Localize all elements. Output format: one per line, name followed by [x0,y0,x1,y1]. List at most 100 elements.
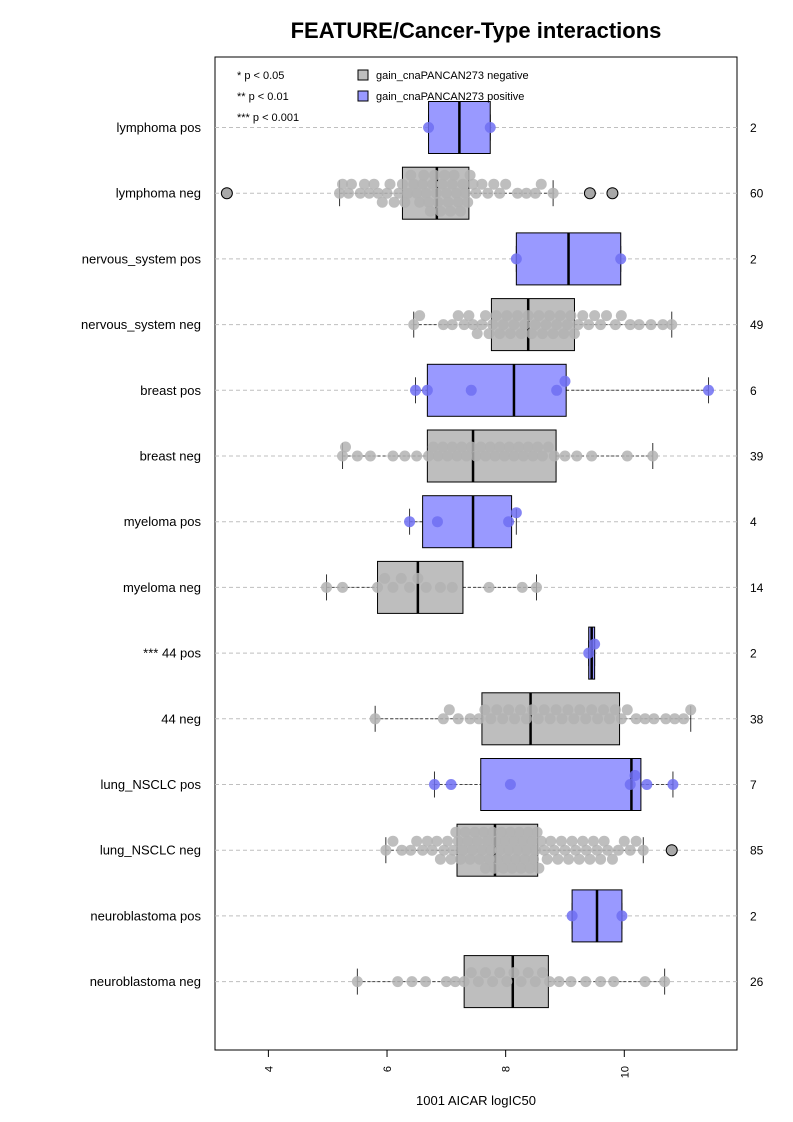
x-tick-label: 10 [619,1066,631,1078]
x-axis-title: 1001 AICAR logIC50 [416,1093,536,1108]
data-point [363,187,375,199]
data-point [387,450,399,462]
data-point [553,976,565,988]
data-point [519,853,531,865]
data-point [621,704,633,716]
data-point [392,976,404,988]
data-point [421,384,433,396]
data-point [494,328,506,340]
data-point [598,835,610,847]
data-point [583,319,595,331]
data-point [535,178,547,190]
data-point [430,187,442,199]
data-point [471,328,483,340]
data-point [608,976,620,988]
data-point [577,310,589,322]
data-point [372,187,384,199]
data-point [428,779,440,790]
category-label: lymphoma neg [116,186,201,201]
data-point [465,967,477,979]
data-point [405,844,417,856]
data-point [345,178,357,190]
data-point [459,187,471,199]
category-label: neuroblastoma neg [90,974,201,989]
data-point [364,450,376,462]
data-point [376,196,388,208]
data-point [526,835,538,847]
data-point [559,450,571,462]
data-point [399,196,411,208]
data-point [482,187,494,199]
data-point [408,178,420,190]
data-point [450,187,462,199]
data-point [423,122,435,133]
data-point [536,967,548,979]
data-point [591,844,603,856]
data-point [559,375,571,387]
data-point [612,844,624,856]
data-point [571,450,583,462]
data-point [475,441,487,453]
data-point [552,853,564,865]
data-point [481,835,493,847]
data-point [598,704,610,716]
data-point [606,853,618,865]
data-point [529,319,541,331]
data-point [437,441,449,453]
data-point [465,384,477,396]
data-point [556,713,568,725]
data-point [559,844,571,856]
data-point [615,253,627,265]
data-point [572,319,584,331]
legend-entry: gain_cnaPANCAN273 negative [376,70,529,82]
data-point [595,319,607,331]
count-label: 2 [750,647,757,661]
data-point [577,835,589,847]
data-point [589,310,601,322]
data-point [458,319,470,331]
category-label: nervous_system neg [81,317,201,332]
data-point [667,779,679,790]
data-point [517,835,529,847]
outlier-point [583,187,596,200]
data-point [504,328,516,340]
data-point [522,441,534,453]
data-point [568,328,580,340]
data-point [508,967,520,979]
data-point [351,450,363,462]
data-point [369,713,381,725]
data-point [489,450,501,462]
data-point [469,826,481,838]
data-point [483,328,495,340]
data-point [474,853,486,865]
data-point [535,835,547,847]
data-point [488,178,500,190]
data-point [595,853,607,865]
data-points [220,122,715,988]
data-point [424,205,436,217]
data-point [437,713,449,725]
data-point [550,704,562,716]
data-point [445,853,457,865]
outlier-point [606,187,619,200]
data-point [462,196,474,208]
data-point [354,187,366,199]
data-point [442,835,454,847]
data-point [580,976,592,988]
data-point [487,826,499,838]
data-point [446,581,458,593]
count-label: 26 [750,975,764,989]
data-point [566,910,578,922]
data-point [384,178,396,190]
data-point [463,310,475,322]
data-point [446,441,458,453]
data-point [483,581,495,593]
data-point [548,450,560,462]
data-point [494,967,506,979]
data-point [544,976,556,988]
data-point [442,450,454,462]
data-point [580,844,592,856]
data-point [519,319,531,331]
data-point [470,450,482,462]
category-label: lung_NSCLC pos [101,777,202,792]
